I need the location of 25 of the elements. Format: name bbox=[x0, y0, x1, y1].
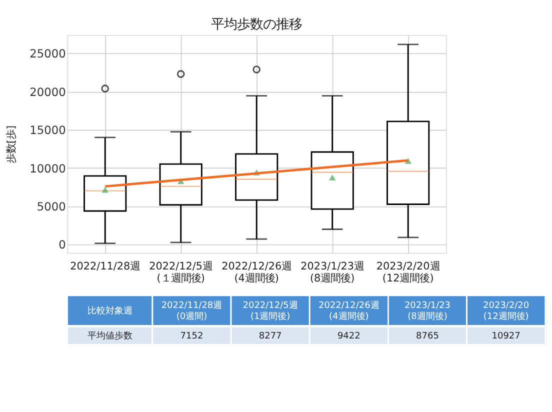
y-tick-label: 5000 bbox=[36, 200, 66, 214]
text: 2023/1/23 (8週間後) bbox=[404, 300, 451, 322]
text: 8277 bbox=[258, 332, 282, 342]
x-tick-label: 2022/11/28週 bbox=[70, 260, 140, 272]
y-tick-label: 20000 bbox=[30, 84, 66, 99]
text: 2022/12/26週 (4週間後) bbox=[318, 300, 380, 322]
text: 9422 bbox=[337, 332, 360, 342]
text: 2022/12/5週 (1週間後) bbox=[242, 300, 298, 322]
text: 2022/11/28週 (0週間) bbox=[161, 300, 222, 322]
y-tick-label: 10000 bbox=[30, 161, 66, 176]
x-tick-label: 2023/2/20週 (12週間後) bbox=[376, 260, 440, 285]
y-axis-title: 歩数[歩] bbox=[6, 125, 18, 164]
text: 8765 bbox=[416, 332, 439, 342]
y-tick-label: 15000 bbox=[30, 123, 66, 138]
text: 平均値歩数 bbox=[87, 330, 132, 342]
chart-title: 平均歩数の推移 bbox=[211, 17, 302, 32]
text: 比較対象週 bbox=[87, 305, 132, 316]
text: 2023/2/20 (12週間後) bbox=[483, 300, 530, 322]
y-tick-label: 25000 bbox=[30, 46, 66, 61]
y-tick-label: 0 bbox=[58, 238, 66, 252]
x-tick-label: 2023/1/23週 (8週間後) bbox=[300, 260, 364, 285]
text: 7152 bbox=[180, 332, 204, 342]
x-tick-label: 2022/12/5週 (１週間後) bbox=[149, 260, 213, 285]
x-tick-label: 2022/12/26週 (4週間後) bbox=[222, 260, 292, 285]
text: 10927 bbox=[492, 332, 520, 342]
